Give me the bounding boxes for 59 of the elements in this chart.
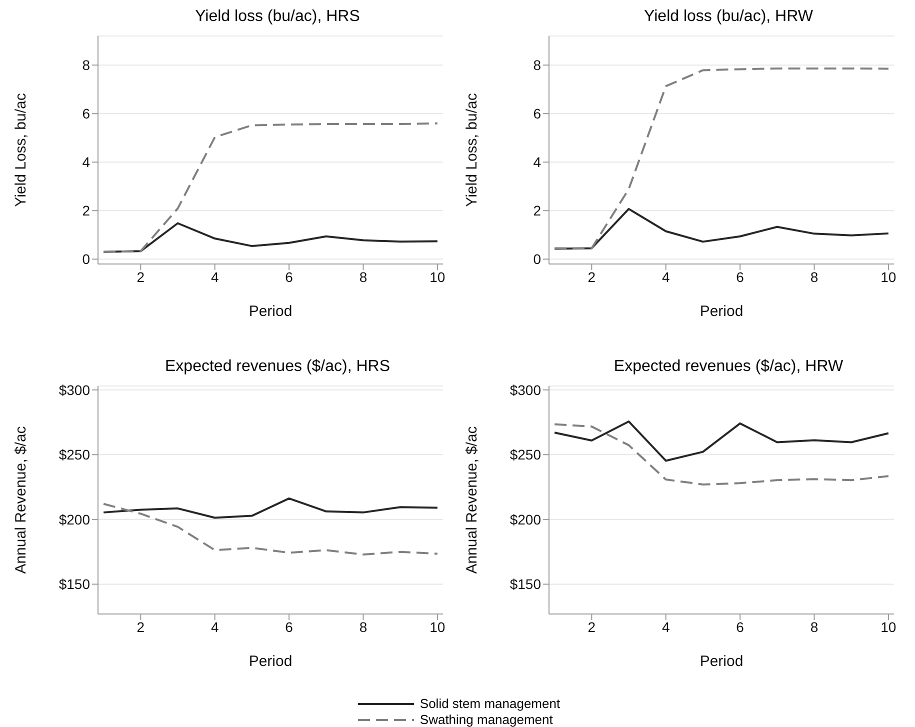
x-tick-label: 4 (662, 618, 670, 635)
x-tick-label: 10 (880, 268, 896, 285)
y-axis-title: Annual Revenue, $/ac (463, 426, 480, 574)
y-axis-title: Yield Loss, bu/ac (12, 92, 30, 207)
x-tick-label: 8 (810, 268, 818, 285)
line-series (554, 208, 890, 250)
y-tick-label: $300 (58, 382, 90, 398)
line-series (102, 497, 438, 519)
y-tick-label: 2 (533, 202, 542, 219)
x-axis-title: Period (700, 653, 744, 670)
x-tick-label: 4 (662, 268, 670, 285)
line-series (554, 420, 890, 462)
y-tick-label: $200 (510, 511, 542, 528)
x-tick-label: 8 (810, 618, 818, 635)
x-tick-label: 6 (736, 268, 744, 285)
y-tick-label: 8 (533, 57, 542, 74)
y-axis-title: Yield Loss, bu/ac (463, 92, 480, 207)
x-axis-title: Period (248, 303, 292, 320)
y-tick-label: $250 (58, 446, 90, 463)
chart-title: Expected revenues ($/ac), HRS (164, 358, 391, 377)
y-tick-label: 0 (82, 251, 90, 268)
y-axis-title: Annual Revenue, $/ac (12, 426, 30, 574)
line-series (102, 502, 438, 556)
y-tick-label: 0 (533, 251, 542, 268)
x-tick-label: 4 (210, 268, 219, 285)
x-tick-label: 10 (430, 618, 446, 635)
chart-title: Expected revenues ($/ac), HRW (612, 358, 844, 377)
legend-label: Solid stem management (420, 696, 560, 712)
y-tick-label: 8 (82, 57, 90, 74)
x-tick-label: 8 (359, 618, 368, 635)
x-tick-label: 6 (285, 618, 294, 635)
x-axis-title: Period (700, 303, 744, 320)
x-axis-title: Period (248, 653, 292, 670)
y-tick-label: 6 (533, 106, 542, 122)
y-tick-label: $150 (58, 576, 90, 592)
x-tick-label: 4 (210, 618, 219, 635)
x-tick-label: 6 (285, 268, 294, 285)
x-tick-label: 8 (359, 268, 368, 285)
line-series (102, 122, 438, 253)
x-tick-label: 2 (136, 268, 145, 285)
x-tick-label: 2 (588, 268, 596, 285)
line-series (554, 68, 890, 250)
x-tick-label: 2 (588, 618, 596, 635)
y-tick-label: 6 (82, 106, 90, 122)
y-tick-label: 4 (533, 154, 542, 170)
legend-label: Swathing management (420, 712, 553, 727)
y-tick-label: 2 (82, 202, 90, 219)
line-series (554, 423, 890, 486)
y-tick-label: $300 (510, 382, 542, 398)
chart-title: Yield loss (bu/ac), HRW (643, 8, 814, 27)
chart-title: Yield loss (bu/ac), HRS (194, 8, 361, 27)
y-tick-label: $250 (510, 446, 542, 463)
y-tick-label: 4 (82, 154, 90, 170)
x-tick-label: 10 (880, 618, 896, 635)
x-tick-label: 2 (136, 618, 145, 635)
x-tick-label: 10 (430, 268, 446, 285)
y-tick-label: $200 (58, 511, 90, 528)
x-tick-label: 6 (736, 618, 744, 635)
y-tick-label: $150 (510, 576, 542, 592)
